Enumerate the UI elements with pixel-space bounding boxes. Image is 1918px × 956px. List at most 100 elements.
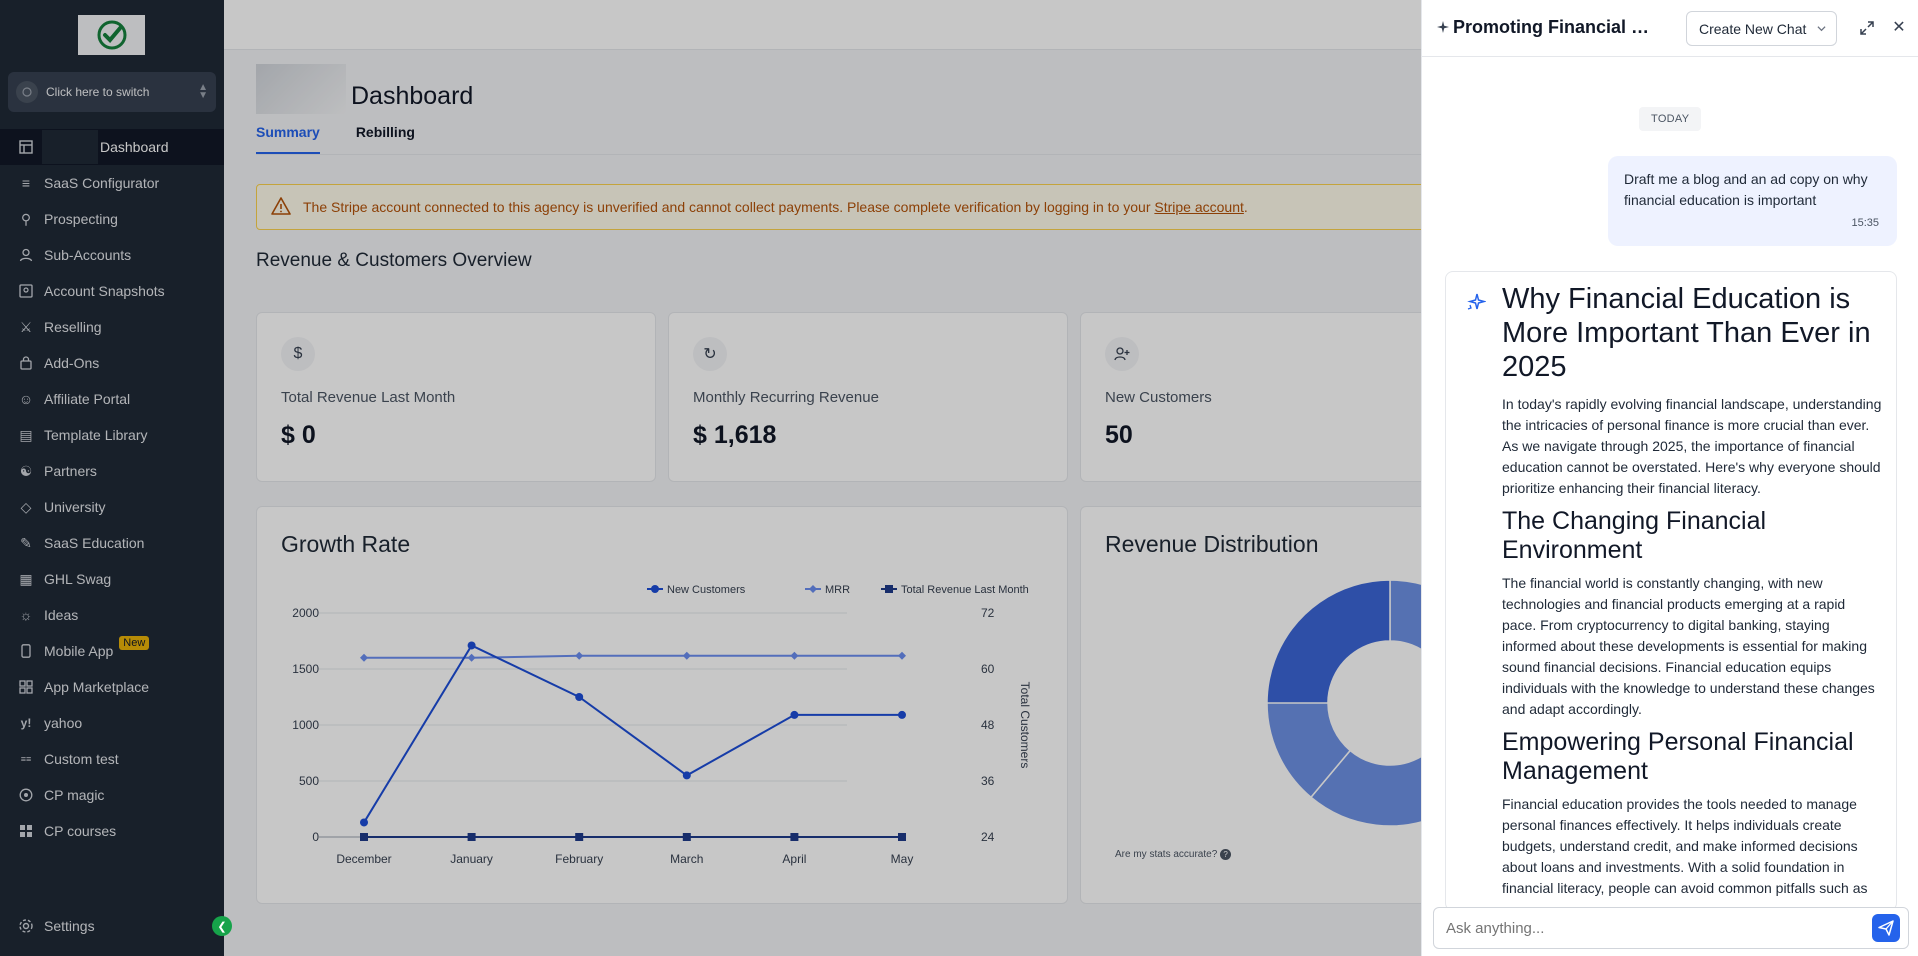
chat-panel-header: Promoting Financial Literacy Create New …: [1422, 0, 1918, 57]
data-point: [790, 651, 799, 660]
sidebar-item-app-marketplace[interactable]: App Marketplace: [0, 669, 224, 705]
sidebar-item-custom-test[interactable]: ≡≡ Custom test: [0, 741, 224, 777]
x-tick-label: January: [450, 852, 493, 866]
sidebar-item-label: Sub-Accounts: [44, 247, 132, 263]
chevron-left-icon: ❮: [217, 920, 227, 933]
donut-slice: [1266, 702, 1352, 799]
chat-input[interactable]: [1446, 919, 1846, 937]
series-line: [363, 644, 902, 823]
stats-accuracy-text: Are my stats accurate?: [1115, 849, 1218, 860]
legend-label: Total Revenue Last Month: [901, 584, 1029, 596]
user-message: Draft me a blog and an ad copy on why fi…: [1608, 156, 1897, 246]
agency-logo[interactable]: [78, 15, 145, 55]
sidebar-item-reselling[interactable]: ⚔ Reselling: [0, 309, 224, 345]
chat-input-box: [1433, 907, 1909, 949]
series-line: [364, 654, 902, 659]
create-new-chat-dropdown[interactable]: Create New Chat: [1686, 11, 1837, 46]
sidebar-item-prospecting[interactable]: ⚲ Prospecting: [0, 201, 224, 237]
send-button[interactable]: [1872, 914, 1900, 942]
sidebar-item-partners[interactable]: ☯ Partners: [0, 453, 224, 489]
stat-card-new-customers: New Customers 50: [1080, 312, 1480, 482]
response-paragraph: In today's rapidly evolving financial la…: [1502, 396, 1882, 496]
sidebar-item-sub-accounts[interactable]: Sub-Accounts: [0, 237, 224, 273]
sidebar-item-label: Custom test: [44, 751, 119, 767]
x-tick-label: March: [670, 852, 703, 866]
chat-title: Promoting Financial Literacy: [1453, 17, 1653, 37]
snapshot-icon: [18, 283, 34, 299]
sidebar-item-yahoo[interactable]: y! yahoo: [0, 705, 224, 741]
data-point: [360, 818, 368, 827]
right-tick-label: 36: [981, 774, 995, 788]
account-switcher[interactable]: Click here to switch ▲ ▼: [8, 72, 216, 112]
close-icon[interactable]: ✕: [1892, 19, 1906, 36]
switcher-label: Click here to switch: [46, 85, 150, 99]
gear-icon: [18, 918, 34, 934]
dashboard-icon-placeholder: [42, 130, 98, 164]
sidebar-item-label: Mobile App: [44, 643, 114, 659]
sparkle-icon: [1437, 21, 1449, 33]
sidebar-item-ideas[interactable]: ☼ Ideas: [0, 597, 224, 633]
tabs-divider: [256, 154, 1918, 155]
stripe-account-link[interactable]: Stripe account: [1154, 199, 1244, 215]
data-point: [790, 833, 799, 841]
yahoo-icon: y!: [20, 716, 32, 730]
sidebar-item-saas-configurator[interactable]: ≡ SaaS Configurator: [0, 165, 224, 201]
sidebar-item-cp-magic[interactable]: CP magic: [0, 777, 224, 813]
data-point: [898, 833, 906, 841]
right-tick-label: 60: [981, 662, 995, 676]
revenue-distribution-title: Revenue Distribution: [1105, 531, 1319, 557]
sidebar-item-cp-courses[interactable]: CP courses: [0, 813, 224, 849]
legend-marker: [809, 585, 817, 593]
sidebar-item-settings[interactable]: Settings: [0, 908, 224, 944]
message-timestamp: 15:35: [1851, 217, 1879, 229]
ai-sparkle-icon: [1467, 293, 1486, 310]
data-point: [682, 771, 691, 780]
right-axis-label: Total Customers: [1018, 682, 1032, 769]
sidebar-item-label: Dashboard: [100, 139, 169, 155]
collapse-sidebar-button[interactable]: ❮: [212, 916, 232, 936]
left-tick-label: 2000: [292, 606, 319, 620]
education-icon: ✎: [20, 534, 32, 551]
sliders-icon: ≡: [21, 175, 31, 191]
mobile-icon: [18, 643, 34, 659]
sidebar-item-ghl-swag[interactable]: ▦ GHL Swag: [0, 561, 224, 597]
sidebar: Click here to switch ▲ ▼ Dashboard ≡ SaaS …: [0, 0, 224, 956]
sidebar-item-label: CP magic: [44, 787, 105, 803]
sidebar-item-mobile-app[interactable]: Mobile App New: [0, 633, 224, 669]
left-tick-label: 500: [299, 774, 319, 788]
new-badge: New: [119, 636, 150, 650]
settings-label: Settings: [44, 918, 95, 934]
sidebar-item-saas-education[interactable]: ✎ SaaS Education: [0, 525, 224, 561]
magic-icon: [18, 787, 34, 803]
sidebar-item-account-snapshots[interactable]: Account Snapshots: [0, 273, 224, 309]
sidebar-item-add-ons[interactable]: Add-Ons: [0, 345, 224, 381]
expand-icon[interactable]: [1858, 19, 1876, 37]
help-icon: ?: [1220, 849, 1232, 860]
chevron-down-icon: [1817, 26, 1826, 32]
user-plus-icon: [1105, 337, 1139, 371]
sidebar-item-university[interactable]: ◇ University: [0, 489, 224, 525]
dashboard-icon: [18, 139, 34, 155]
ai-response-body: Why Financial Education is More Importan…: [1502, 282, 1882, 899]
prospecting-icon: ⚲: [20, 210, 32, 227]
stat-label: Monthly Recurring Revenue: [693, 389, 879, 406]
data-point: [360, 653, 368, 662]
send-icon: [1878, 920, 1894, 936]
tab-rebilling[interactable]: Rebilling: [355, 124, 415, 140]
stat-card-total-revenue: $ Total Revenue Last Month $ 0: [256, 312, 656, 482]
stats-accuracy-link[interactable]: Are my stats accurate? ?: [1115, 849, 1232, 860]
data-point: [575, 651, 584, 660]
legend-label: New Customers: [667, 584, 746, 596]
sidebar-item-affiliate-portal[interactable]: ☺ Affiliate Portal: [0, 381, 224, 417]
stat-value: $ 1,618: [693, 421, 777, 449]
legend-label: MRR: [825, 584, 850, 596]
sidebar-item-label: Template Library: [44, 427, 148, 443]
dashboard-tabs: Summary Rebilling: [256, 124, 415, 154]
growth-rate-chart: 0 500 1000 1500 2000 24 36 48 60 72 December Januar…: [292, 584, 1032, 866]
x-tick-label: February: [555, 852, 603, 866]
data-point: [898, 710, 906, 719]
sidebar-item-dashboard[interactable]: Dashboard: [0, 129, 224, 165]
tab-summary[interactable]: Summary: [256, 124, 320, 154]
left-tick-label: 0: [312, 830, 319, 844]
sidebar-item-template-library[interactable]: ▤ Template Library: [0, 417, 224, 453]
